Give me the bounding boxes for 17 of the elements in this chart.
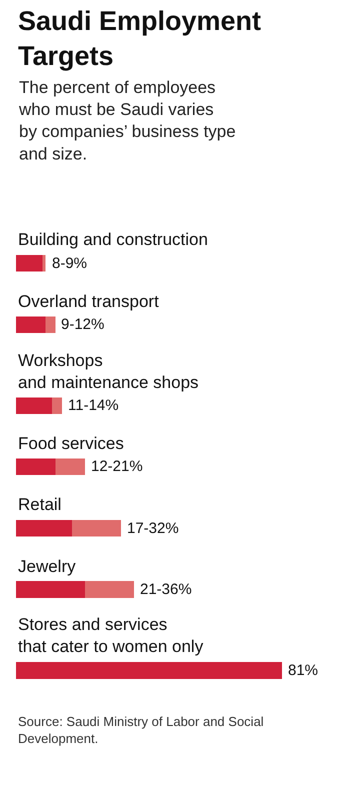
y-tick-label: Building and construction (18, 230, 208, 249)
text: 11-14% (68, 397, 119, 414)
y-tick-label: Jewelry (18, 557, 76, 576)
y-tick-label: Food services (18, 434, 124, 453)
y-tick-label: Overland transport (18, 292, 160, 311)
chart-subtitle: The percent of employees who must be Saudi varies by companies’ business type and size. (18, 78, 236, 164)
text: 8-9% (52, 255, 88, 272)
text: 17-32% (127, 520, 179, 537)
y-tick-label: Workshops and maintenance shops (18, 351, 199, 392)
data-label: 81% (288, 662, 318, 679)
text: 12-21% (91, 458, 143, 475)
y-tick-label: Stores and services that cater to women only (18, 615, 204, 656)
chart-title: Saudi Employment Targets (18, 6, 262, 72)
source-note: Source: Saudi Ministry of Labor and Social Development. (18, 714, 264, 746)
y-tick-label: Retail (18, 495, 62, 514)
text: 9-12% (61, 316, 104, 333)
text: 21-36% (140, 581, 192, 598)
